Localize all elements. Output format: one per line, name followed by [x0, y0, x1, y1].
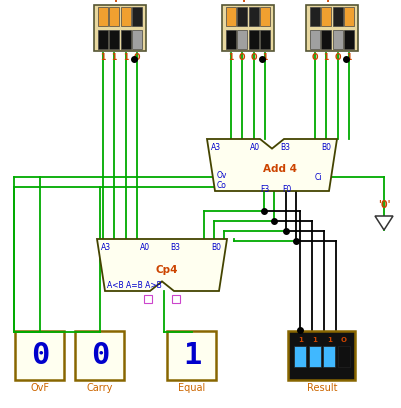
FancyBboxPatch shape	[260, 30, 269, 49]
Text: OvF: OvF	[30, 383, 49, 393]
Text: 1: 1	[297, 337, 302, 343]
Text: Co: Co	[217, 181, 226, 190]
FancyBboxPatch shape	[309, 7, 319, 26]
Text: O: O	[239, 53, 245, 62]
Text: 0: 0	[31, 341, 49, 370]
FancyBboxPatch shape	[16, 330, 64, 379]
Text: O: O	[250, 53, 256, 62]
FancyBboxPatch shape	[308, 346, 320, 367]
FancyBboxPatch shape	[260, 7, 269, 26]
Text: F0: F0	[281, 185, 291, 194]
Text: Ov: Ov	[217, 171, 227, 180]
FancyBboxPatch shape	[337, 346, 349, 367]
FancyBboxPatch shape	[305, 5, 357, 51]
FancyBboxPatch shape	[237, 30, 247, 49]
Text: F3: F3	[259, 185, 269, 194]
Text: Result: Result	[306, 383, 336, 393]
Text: B3: B3	[170, 243, 180, 252]
Text: 1: 1	[262, 53, 267, 62]
Text: 1: 1	[323, 53, 328, 62]
FancyBboxPatch shape	[221, 5, 273, 51]
Text: A0: A0	[249, 143, 259, 152]
FancyBboxPatch shape	[237, 7, 247, 26]
FancyBboxPatch shape	[109, 30, 119, 49]
FancyBboxPatch shape	[225, 30, 235, 49]
Text: Op-C: Op-C	[106, 0, 133, 2]
Text: B3: B3	[279, 143, 289, 152]
Text: Op-B: Op-B	[318, 0, 344, 2]
FancyBboxPatch shape	[75, 330, 124, 379]
FancyBboxPatch shape	[121, 7, 130, 26]
FancyBboxPatch shape	[248, 30, 258, 49]
Text: Op-A: Op-A	[234, 0, 261, 2]
FancyBboxPatch shape	[94, 5, 146, 51]
FancyBboxPatch shape	[294, 346, 306, 367]
Text: Equal: Equal	[178, 383, 205, 393]
Text: A3: A3	[211, 143, 221, 152]
FancyBboxPatch shape	[332, 30, 342, 49]
Text: Add 4: Add 4	[262, 164, 296, 174]
FancyBboxPatch shape	[344, 30, 353, 49]
Text: 1: 1	[312, 337, 316, 343]
FancyBboxPatch shape	[109, 7, 119, 26]
Text: O: O	[340, 337, 346, 343]
Text: O: O	[134, 53, 140, 62]
Text: 0: 0	[91, 341, 109, 370]
Text: B0: B0	[211, 243, 221, 252]
FancyBboxPatch shape	[344, 7, 353, 26]
FancyBboxPatch shape	[321, 30, 330, 49]
Text: O: O	[311, 53, 317, 62]
Text: A3: A3	[101, 243, 111, 252]
Text: B0: B0	[320, 143, 330, 152]
FancyBboxPatch shape	[321, 7, 330, 26]
FancyBboxPatch shape	[132, 7, 142, 26]
Text: 1: 1	[182, 341, 200, 370]
FancyBboxPatch shape	[98, 30, 107, 49]
Text: A<B A=B A>B: A<B A=B A>B	[107, 281, 161, 290]
Text: '0': '0'	[377, 200, 389, 210]
FancyBboxPatch shape	[121, 30, 130, 49]
Text: A0: A0	[140, 243, 150, 252]
FancyBboxPatch shape	[322, 346, 334, 367]
FancyBboxPatch shape	[248, 7, 258, 26]
Text: 1: 1	[227, 53, 233, 62]
Text: 1: 1	[111, 53, 117, 62]
Text: Carry: Carry	[87, 383, 113, 393]
FancyBboxPatch shape	[98, 7, 107, 26]
Text: Cp4: Cp4	[155, 265, 178, 275]
Polygon shape	[97, 239, 227, 291]
Text: O: O	[334, 53, 340, 62]
Polygon shape	[374, 216, 392, 230]
Text: 1: 1	[326, 337, 331, 343]
Polygon shape	[207, 139, 336, 191]
FancyBboxPatch shape	[288, 330, 354, 379]
FancyBboxPatch shape	[225, 7, 235, 26]
FancyBboxPatch shape	[309, 30, 319, 49]
FancyBboxPatch shape	[132, 30, 142, 49]
Text: Ci: Ci	[314, 173, 322, 182]
Text: 1: 1	[123, 53, 128, 62]
FancyBboxPatch shape	[332, 7, 342, 26]
Text: 1: 1	[346, 53, 351, 62]
FancyBboxPatch shape	[167, 330, 216, 379]
Text: 1: 1	[100, 53, 105, 62]
